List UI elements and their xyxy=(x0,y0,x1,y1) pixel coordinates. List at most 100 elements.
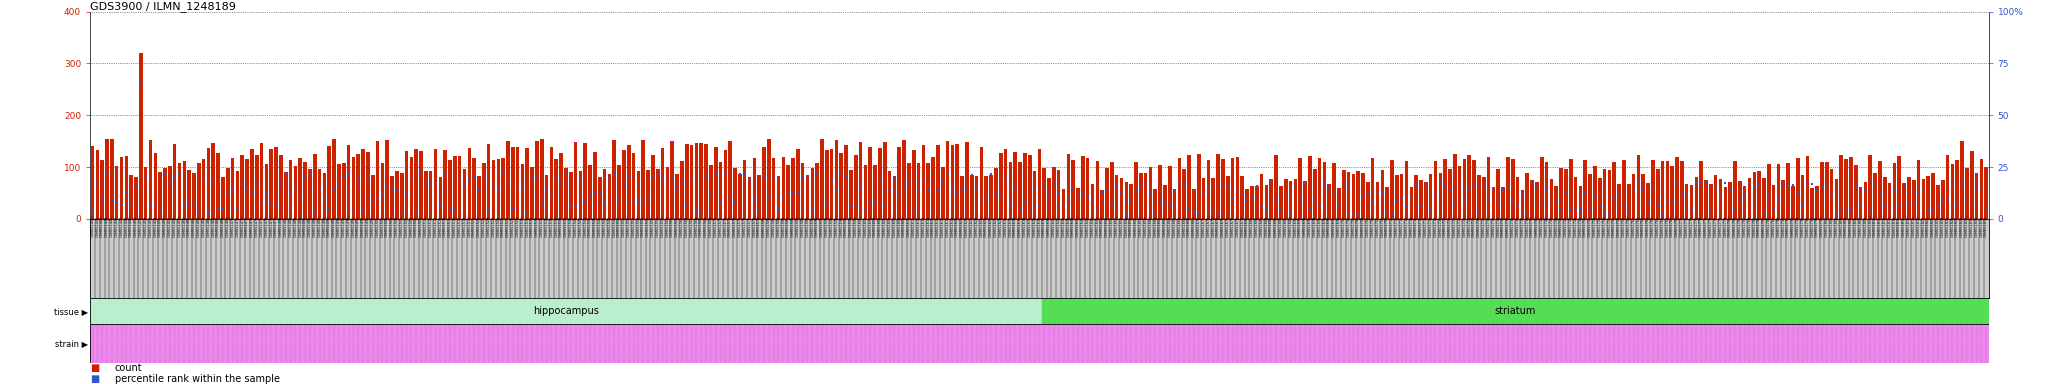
Bar xyxy=(1415,175,1417,219)
Bar xyxy=(1356,171,1360,219)
Point xyxy=(1743,182,1776,189)
Bar xyxy=(1284,179,1288,219)
Bar xyxy=(1747,178,1751,219)
Point xyxy=(1106,189,1139,195)
Bar xyxy=(1081,156,1085,219)
Point xyxy=(897,208,930,214)
Point xyxy=(1120,187,1153,193)
Point xyxy=(1153,204,1186,210)
Bar xyxy=(1956,160,1960,219)
Bar xyxy=(1980,159,1982,219)
Point xyxy=(158,173,190,179)
Point xyxy=(1579,193,1612,199)
Bar xyxy=(1370,158,1374,219)
Bar xyxy=(1491,187,1495,219)
Bar xyxy=(1825,162,1829,219)
Bar xyxy=(1800,175,1804,219)
Bar xyxy=(694,143,698,219)
Bar xyxy=(231,158,233,219)
Point xyxy=(1491,185,1524,191)
Point xyxy=(1231,197,1264,204)
Bar xyxy=(641,140,645,219)
Bar xyxy=(858,142,862,219)
Point xyxy=(424,204,457,210)
Point xyxy=(1264,207,1296,213)
Bar xyxy=(303,162,307,219)
Point xyxy=(1964,185,1997,192)
Point xyxy=(438,208,471,214)
Bar xyxy=(154,153,158,219)
Bar xyxy=(236,171,240,219)
Point xyxy=(1835,206,1868,212)
Point xyxy=(90,171,123,177)
Bar xyxy=(1018,162,1022,219)
Bar xyxy=(1323,162,1327,219)
Bar xyxy=(1462,159,1466,219)
Bar xyxy=(1733,161,1737,219)
Point xyxy=(1430,183,1462,189)
Bar xyxy=(496,159,500,219)
Point xyxy=(250,190,283,196)
Bar xyxy=(168,166,172,219)
Bar xyxy=(1714,175,1718,219)
Bar xyxy=(1550,179,1552,219)
Bar xyxy=(647,170,649,219)
Bar xyxy=(375,141,379,219)
Bar xyxy=(1536,182,1538,219)
Point xyxy=(1559,208,1591,214)
Point xyxy=(1022,203,1057,209)
Point xyxy=(1014,207,1047,213)
Bar xyxy=(1008,162,1012,219)
Bar xyxy=(1593,166,1597,219)
Bar xyxy=(1729,182,1733,219)
Point xyxy=(100,200,133,207)
Bar xyxy=(1618,184,1620,219)
Bar xyxy=(129,175,133,219)
Point xyxy=(1665,192,1698,199)
Bar xyxy=(594,152,596,219)
Bar xyxy=(164,167,166,219)
Bar xyxy=(768,139,770,219)
Point xyxy=(752,194,784,200)
Point xyxy=(360,196,393,202)
Point xyxy=(1081,207,1114,213)
Bar xyxy=(516,147,520,219)
Bar xyxy=(1004,149,1008,219)
Bar xyxy=(381,163,385,219)
Bar xyxy=(1212,178,1214,219)
Point xyxy=(434,205,467,211)
Bar xyxy=(782,157,784,219)
Bar xyxy=(1647,184,1651,219)
Point xyxy=(1096,201,1128,207)
Bar xyxy=(670,141,674,219)
Bar xyxy=(1438,173,1442,219)
Point xyxy=(1632,199,1665,205)
Point xyxy=(907,177,940,183)
Bar xyxy=(1014,152,1018,219)
Bar xyxy=(453,156,457,219)
Point xyxy=(1636,184,1669,190)
Bar xyxy=(1665,161,1669,219)
Point xyxy=(1004,206,1036,212)
Bar xyxy=(1815,186,1819,219)
Point xyxy=(1458,182,1491,188)
Text: strain ▶: strain ▶ xyxy=(55,339,88,348)
Point xyxy=(1483,200,1516,206)
Point xyxy=(1786,203,1819,209)
Point xyxy=(172,200,205,206)
Point xyxy=(1149,199,1182,205)
Point xyxy=(1210,182,1243,189)
Bar xyxy=(371,174,375,219)
Point xyxy=(285,193,317,199)
Point xyxy=(1839,184,1872,190)
Point xyxy=(1376,211,1409,217)
Bar xyxy=(1636,155,1640,219)
Bar xyxy=(217,154,219,219)
Point xyxy=(766,195,799,201)
Bar xyxy=(1810,189,1815,219)
Bar xyxy=(1686,184,1688,219)
Bar xyxy=(1935,185,1939,219)
Point xyxy=(662,184,694,190)
Bar xyxy=(961,176,965,219)
Point xyxy=(1323,201,1356,207)
